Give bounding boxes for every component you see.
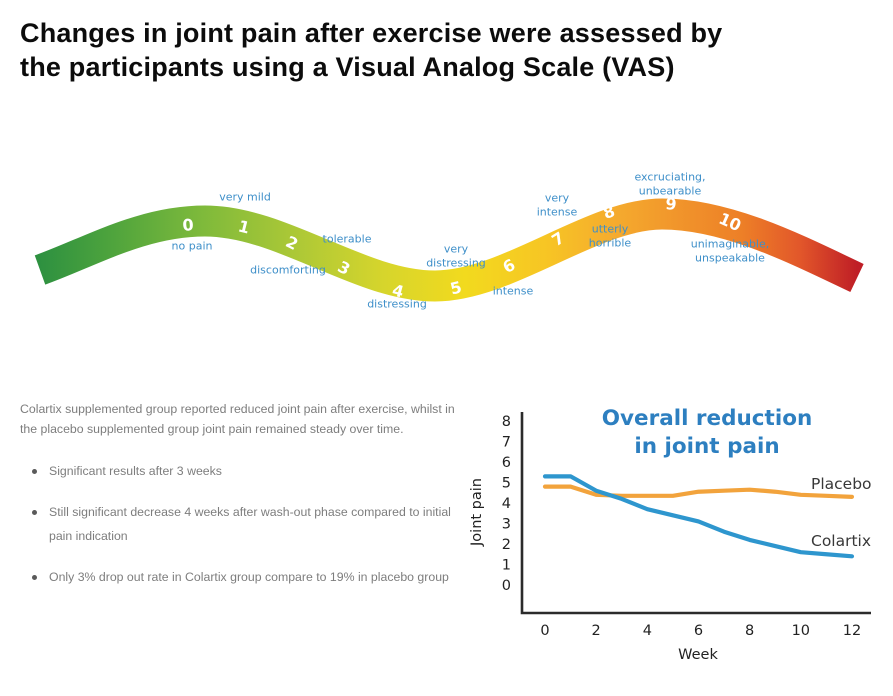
series-label-placebo: Placebo <box>811 475 872 493</box>
page-title-line-2: the participants using a Visual Analog S… <box>20 52 675 82</box>
chart-axes <box>520 412 871 615</box>
vas-label-excruciating: excruciating, unbearable <box>634 170 706 198</box>
chart-canvas: Overall reduction in joint pain Joint pa… <box>469 406 872 663</box>
tick-label: 2 <box>502 537 511 553</box>
y-axis-label: Joint pain <box>469 478 485 547</box>
bullet-dot-icon <box>32 575 37 580</box>
tick-label: 7 <box>502 435 511 451</box>
vas-ribbon-wave <box>34 198 864 302</box>
tick-label: 12 <box>843 623 861 639</box>
tick-label: 4 <box>502 496 511 512</box>
study-summary: Colartix supplemented group reported red… <box>20 399 458 606</box>
joint-pain-line-chart: Overall reduction in joint pain Joint pa… <box>455 392 893 692</box>
bullet-text-3: Only 3% drop out rate in Colartix group … <box>49 570 449 584</box>
vas-label-unimaginable: unimaginable, unspeakable <box>690 237 770 265</box>
tick-label: 0 <box>502 578 511 594</box>
vas-label-very-distressing: very distressing <box>426 242 486 270</box>
chart-title-line-2: in joint pain <box>634 434 779 459</box>
series-line-colartix <box>542 474 855 559</box>
bullet-dot-icon <box>32 510 37 515</box>
bullet-dot-icon <box>32 469 37 474</box>
page-title: Changes in joint pain after exercise wer… <box>20 16 878 84</box>
vas-label-very-mild: very mild <box>219 190 271 204</box>
page-title-line-1: Changes in joint pain after exercise wer… <box>20 18 723 48</box>
vas-ribbon-path <box>34 198 864 302</box>
list-item: Still significant decrease 4 weeks after… <box>20 500 458 548</box>
summary-paragraph: Colartix supplemented group reported red… <box>20 402 455 436</box>
vas-label-distressing: distressing <box>367 297 427 311</box>
tick-label: 5 <box>502 476 511 492</box>
series-label-colartix: Colartix <box>811 532 871 550</box>
tick-label: 6 <box>694 623 703 639</box>
tick-label: 1 <box>502 558 511 574</box>
list-item: Only 3% drop out rate in Colartix group … <box>20 565 458 589</box>
series-line-placebo <box>542 484 855 499</box>
chart-title-line-1: Overall reduction <box>602 406 813 431</box>
tick-label: 0 <box>540 623 549 639</box>
vas-label-very-intense: very intense <box>536 191 578 219</box>
tick-label: 6 <box>502 455 511 471</box>
vas-label-no-pain: no pain <box>171 239 213 253</box>
tick-label: 8 <box>745 623 754 639</box>
vas-number-0: 0 <box>181 215 195 235</box>
list-item: Significant results after 3 weeks <box>20 459 458 483</box>
bullet-text-2: Still significant decrease 4 weeks after… <box>49 505 451 543</box>
tick-label: 10 <box>792 623 810 639</box>
tick-label: 4 <box>643 623 652 639</box>
tick-label: 2 <box>592 623 601 639</box>
x-axis-label: Week <box>678 647 718 663</box>
tick-label: 8 <box>502 414 511 430</box>
vas-label-utterly-horrible: utterly horrible <box>588 222 632 250</box>
vas-label-intense: intense <box>492 284 534 298</box>
vas-scale-diagram: 0 1 2 3 4 5 6 7 8 9 10 no pain very mild… <box>30 150 890 335</box>
vas-label-tolerable: tolerable <box>322 232 372 246</box>
vas-label-discomforting: discomforting <box>250 263 326 277</box>
bullet-text-1: Significant results after 3 weeks <box>49 464 222 478</box>
tick-label: 3 <box>502 517 511 533</box>
